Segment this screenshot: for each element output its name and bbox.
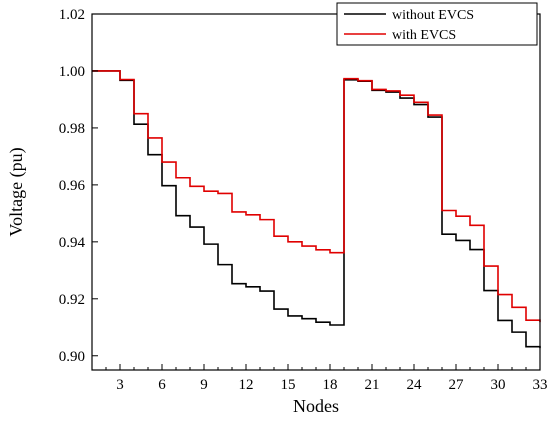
series-layer (92, 70, 541, 349)
y-tick-label: 1.00 (59, 64, 85, 80)
y-axis-title: Voltage (pu) (6, 147, 27, 236)
series-line-with-evcs (92, 70, 541, 323)
y-tick-label: 0.96 (59, 178, 86, 194)
x-tick-label: 24 (407, 377, 423, 393)
x-tick-label: 21 (365, 377, 380, 393)
x-tick-label: 18 (323, 377, 338, 393)
y-tick-label: 1.02 (59, 7, 85, 23)
y-tick-label: 0.98 (59, 121, 85, 137)
y-tick-label: 0.94 (59, 235, 86, 251)
legend: without EVCS with EVCS (336, 2, 538, 46)
x-tick-label: 9 (200, 377, 208, 393)
x-tick-label: 30 (491, 377, 506, 393)
plot-frame (91, 13, 541, 371)
legend-label-without-evcs: without EVCS (392, 8, 474, 23)
x-tick-label: 6 (158, 377, 166, 393)
y-tick-label: 0.90 (59, 349, 85, 365)
legend-box (336, 2, 538, 46)
x-tick-label: 3 (116, 377, 124, 393)
x-tick-label: 12 (239, 377, 254, 393)
y-tick-label: 0.92 (59, 292, 85, 308)
legend-label-with-evcs: with EVCS (392, 28, 456, 43)
x-axis-title: Nodes (293, 396, 339, 416)
x-tick-label: 33 (533, 377, 548, 393)
x-tick-label: 27 (449, 377, 465, 393)
tick-layer: 3 6 9 12 15 18 21 24 27 30 33 0.90 0.92 0.94 0.96 0.98 1… (59, 7, 548, 393)
series-line-without-evcs (92, 70, 541, 349)
x-tick-label: 15 (281, 377, 296, 393)
